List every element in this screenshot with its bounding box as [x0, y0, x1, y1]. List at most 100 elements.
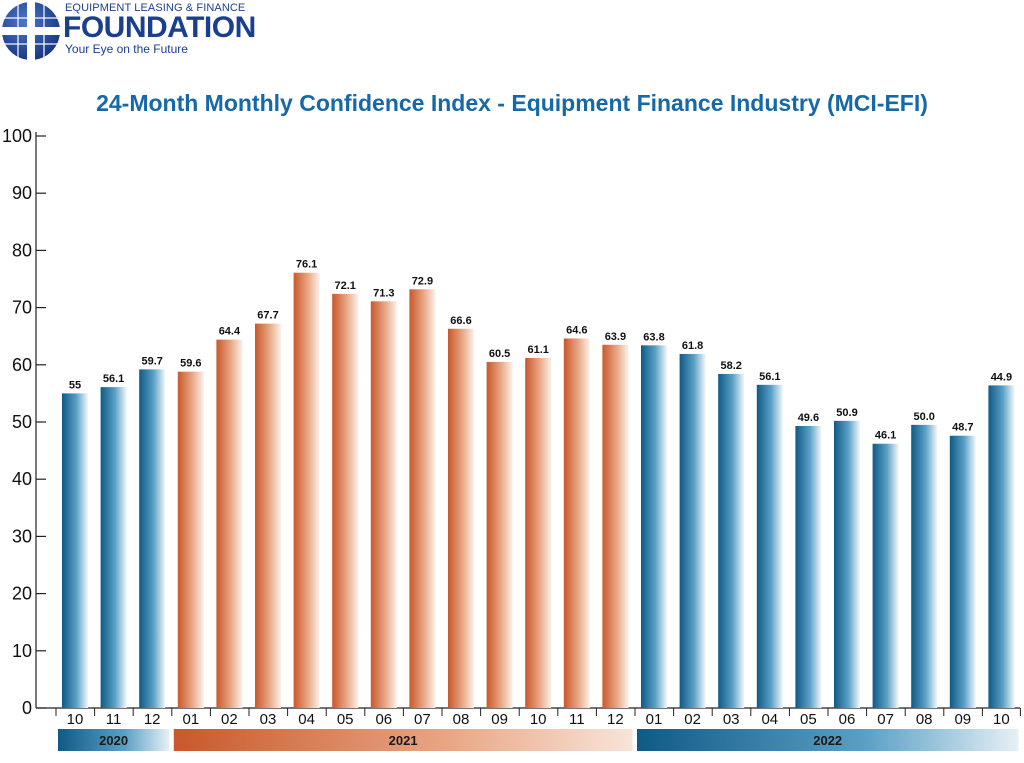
bar: [795, 426, 822, 708]
logo-org-top: EQUIPMENT LEASING & FINANCE: [65, 2, 246, 14]
data-label: 72.1: [334, 280, 355, 292]
x-tick-label: 05: [337, 711, 354, 728]
bar: [641, 345, 667, 708]
year-label: 2020: [99, 733, 128, 748]
data-label: 67.7: [257, 310, 278, 322]
data-label: 55: [69, 379, 81, 391]
bar: [177, 371, 204, 708]
bar: [911, 424, 938, 708]
year-label: 2022: [813, 733, 842, 748]
y-tick-label: 30: [12, 526, 32, 546]
year-bands: 2020 2021 2022: [58, 729, 1019, 751]
year-band: [58, 729, 170, 751]
foundation-logo: EQUIPMENT LEASING & FINANCE FOUNDATION Y…: [0, 0, 300, 62]
y-tick-label: 100: [2, 126, 32, 146]
data-label: 61.1: [527, 344, 548, 356]
data-label: 46.1: [875, 430, 896, 442]
x-tick-label: 09: [954, 711, 971, 728]
year-label: 2021: [389, 733, 418, 748]
x-tick-label: 05: [800, 711, 817, 728]
bar: [216, 339, 243, 708]
bar: [255, 323, 281, 708]
data-label: 64.6: [566, 324, 587, 336]
bar: [525, 357, 552, 708]
data-label: 58.2: [720, 360, 741, 372]
y-tick-label: 20: [12, 584, 32, 604]
data-label: 59.6: [180, 358, 201, 370]
data-label: 66.6: [450, 315, 471, 327]
y-tick-label: 10: [12, 641, 32, 661]
bar: [679, 353, 706, 708]
year-band: [173, 729, 633, 751]
bar: [602, 344, 629, 708]
logo-tagline: Your Eye on the Future: [65, 42, 188, 56]
data-label: 61.8: [682, 340, 703, 352]
data-label: 44.9: [991, 371, 1012, 383]
x-tick-label: 07: [877, 711, 894, 728]
bar: [834, 420, 860, 708]
data-label: 59.7: [141, 355, 162, 367]
data-label: 50.9: [836, 407, 857, 419]
bars: [62, 272, 1015, 708]
x-tick-label: 11: [106, 711, 122, 728]
x-tick-label: 12: [144, 711, 161, 728]
globe-icon: [2, 2, 60, 60]
y-tick-label: 80: [12, 240, 32, 260]
x-tick-label: 04: [761, 711, 778, 728]
x-tick-label: 11: [569, 711, 585, 728]
bar: [756, 384, 783, 708]
logo-org-name: FOUNDATION: [63, 11, 256, 44]
x-tick-label: 10: [993, 711, 1010, 728]
x-tick-label: 03: [260, 711, 277, 728]
bar: [62, 393, 88, 708]
bar: [332, 293, 359, 708]
data-label: 64.4: [219, 326, 241, 338]
data-label: 76.1: [296, 259, 317, 271]
bar: [370, 301, 397, 708]
y-tick-label: 40: [12, 469, 32, 489]
x-tick-label: 03: [723, 711, 740, 728]
x-tick-label: 02: [684, 711, 701, 728]
x-tick-label: 08: [916, 711, 933, 728]
x-tick-label: 10: [67, 711, 84, 728]
bar: [409, 289, 436, 708]
data-label: 63.9: [605, 331, 626, 343]
x-tick-label: 01: [182, 711, 199, 728]
x-tick-label: 02: [221, 711, 238, 728]
data-label: 49.6: [798, 412, 819, 424]
x-tick-label: 12: [607, 711, 624, 728]
bar: [100, 387, 127, 708]
bar: [563, 338, 590, 708]
bar: [949, 435, 976, 708]
labels: 55 10 56.1 11 59.7 12 59.6 01 64.4 02 67.7 03 76.1 04…: [67, 259, 1012, 728]
x-tick-label: 01: [646, 711, 663, 728]
bar: [293, 272, 320, 708]
y-tick-label: 60: [12, 355, 32, 375]
data-label: 72.9: [412, 275, 433, 287]
bar: [988, 385, 1015, 708]
data-label: 71.3: [373, 287, 394, 299]
data-label: 63.8: [643, 331, 664, 343]
bar: [139, 369, 166, 708]
bar: [872, 443, 899, 708]
year-band: [637, 729, 1019, 751]
x-tick-label: 08: [453, 711, 470, 728]
x-tick-label: 04: [298, 711, 315, 728]
data-label: 48.7: [952, 422, 973, 434]
x-tick-label: 06: [839, 711, 856, 728]
data-label: 56.1: [103, 373, 124, 385]
data-label: 56.1: [759, 371, 780, 383]
data-label: 60.5: [489, 348, 510, 360]
y-tick-label: 70: [12, 298, 32, 318]
x-tick-label: 09: [491, 711, 508, 728]
bar: [486, 361, 513, 708]
bar: [448, 328, 474, 708]
bar: [718, 373, 745, 708]
y-tick-label: 90: [12, 183, 32, 203]
x-tick-label: 10: [530, 711, 547, 728]
data-label: 50.0: [913, 411, 934, 423]
y-tick-label: 50: [12, 412, 32, 432]
x-tick-label: 07: [414, 711, 431, 728]
chart-title: 24-Month Monthly Confidence Index - Equi…: [96, 90, 928, 116]
